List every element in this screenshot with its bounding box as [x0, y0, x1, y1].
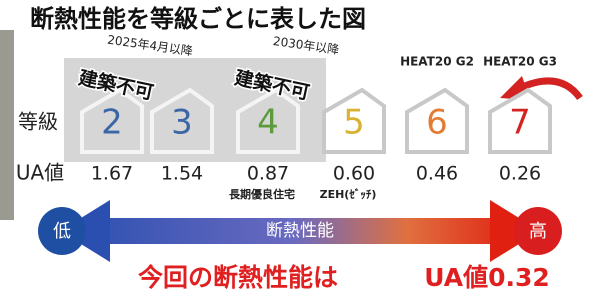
ua-value: 1.54 [161, 163, 203, 185]
footer-text: 今回の断熱性能は [138, 263, 338, 292]
title: 断熱性能を等級ごとに表した図 [30, 5, 366, 33]
footer-value: UA値0.32 [424, 263, 550, 292]
ua-value: 1.67 [91, 163, 133, 185]
grade-number: 3 [171, 103, 193, 143]
sublabel: ZEH(ｾﾞｯﾁ) [320, 187, 377, 201]
diagram: 断熱性能を等級ごとに表した図 等級 UA値 低 高 断熱性能 今回の断熱性能は … [0, 0, 600, 304]
row-label: UA値 [16, 161, 64, 185]
scale-label: 断熱性能 [266, 221, 334, 241]
sublabel: 長期優良住宅 [229, 187, 295, 201]
high-label: 高 [529, 221, 547, 242]
ua-value: 0.46 [416, 163, 458, 185]
row-label: 等級 [18, 110, 58, 134]
grade-number: 6 [426, 103, 448, 143]
ua-value: 0.60 [333, 163, 375, 185]
ua-value: 0.87 [247, 163, 289, 185]
grade-number: 4 [257, 103, 279, 143]
heat20-label: HEAT20 G2 [400, 55, 474, 69]
heat20-label: HEAT20 G3 [483, 55, 557, 69]
low-label: 低 [53, 221, 71, 242]
grade-number: 7 [509, 103, 531, 143]
grade-number: 5 [343, 103, 365, 143]
ua-value: 0.26 [499, 163, 541, 185]
grade-number: 2 [101, 103, 123, 143]
photo-edge [0, 30, 14, 220]
